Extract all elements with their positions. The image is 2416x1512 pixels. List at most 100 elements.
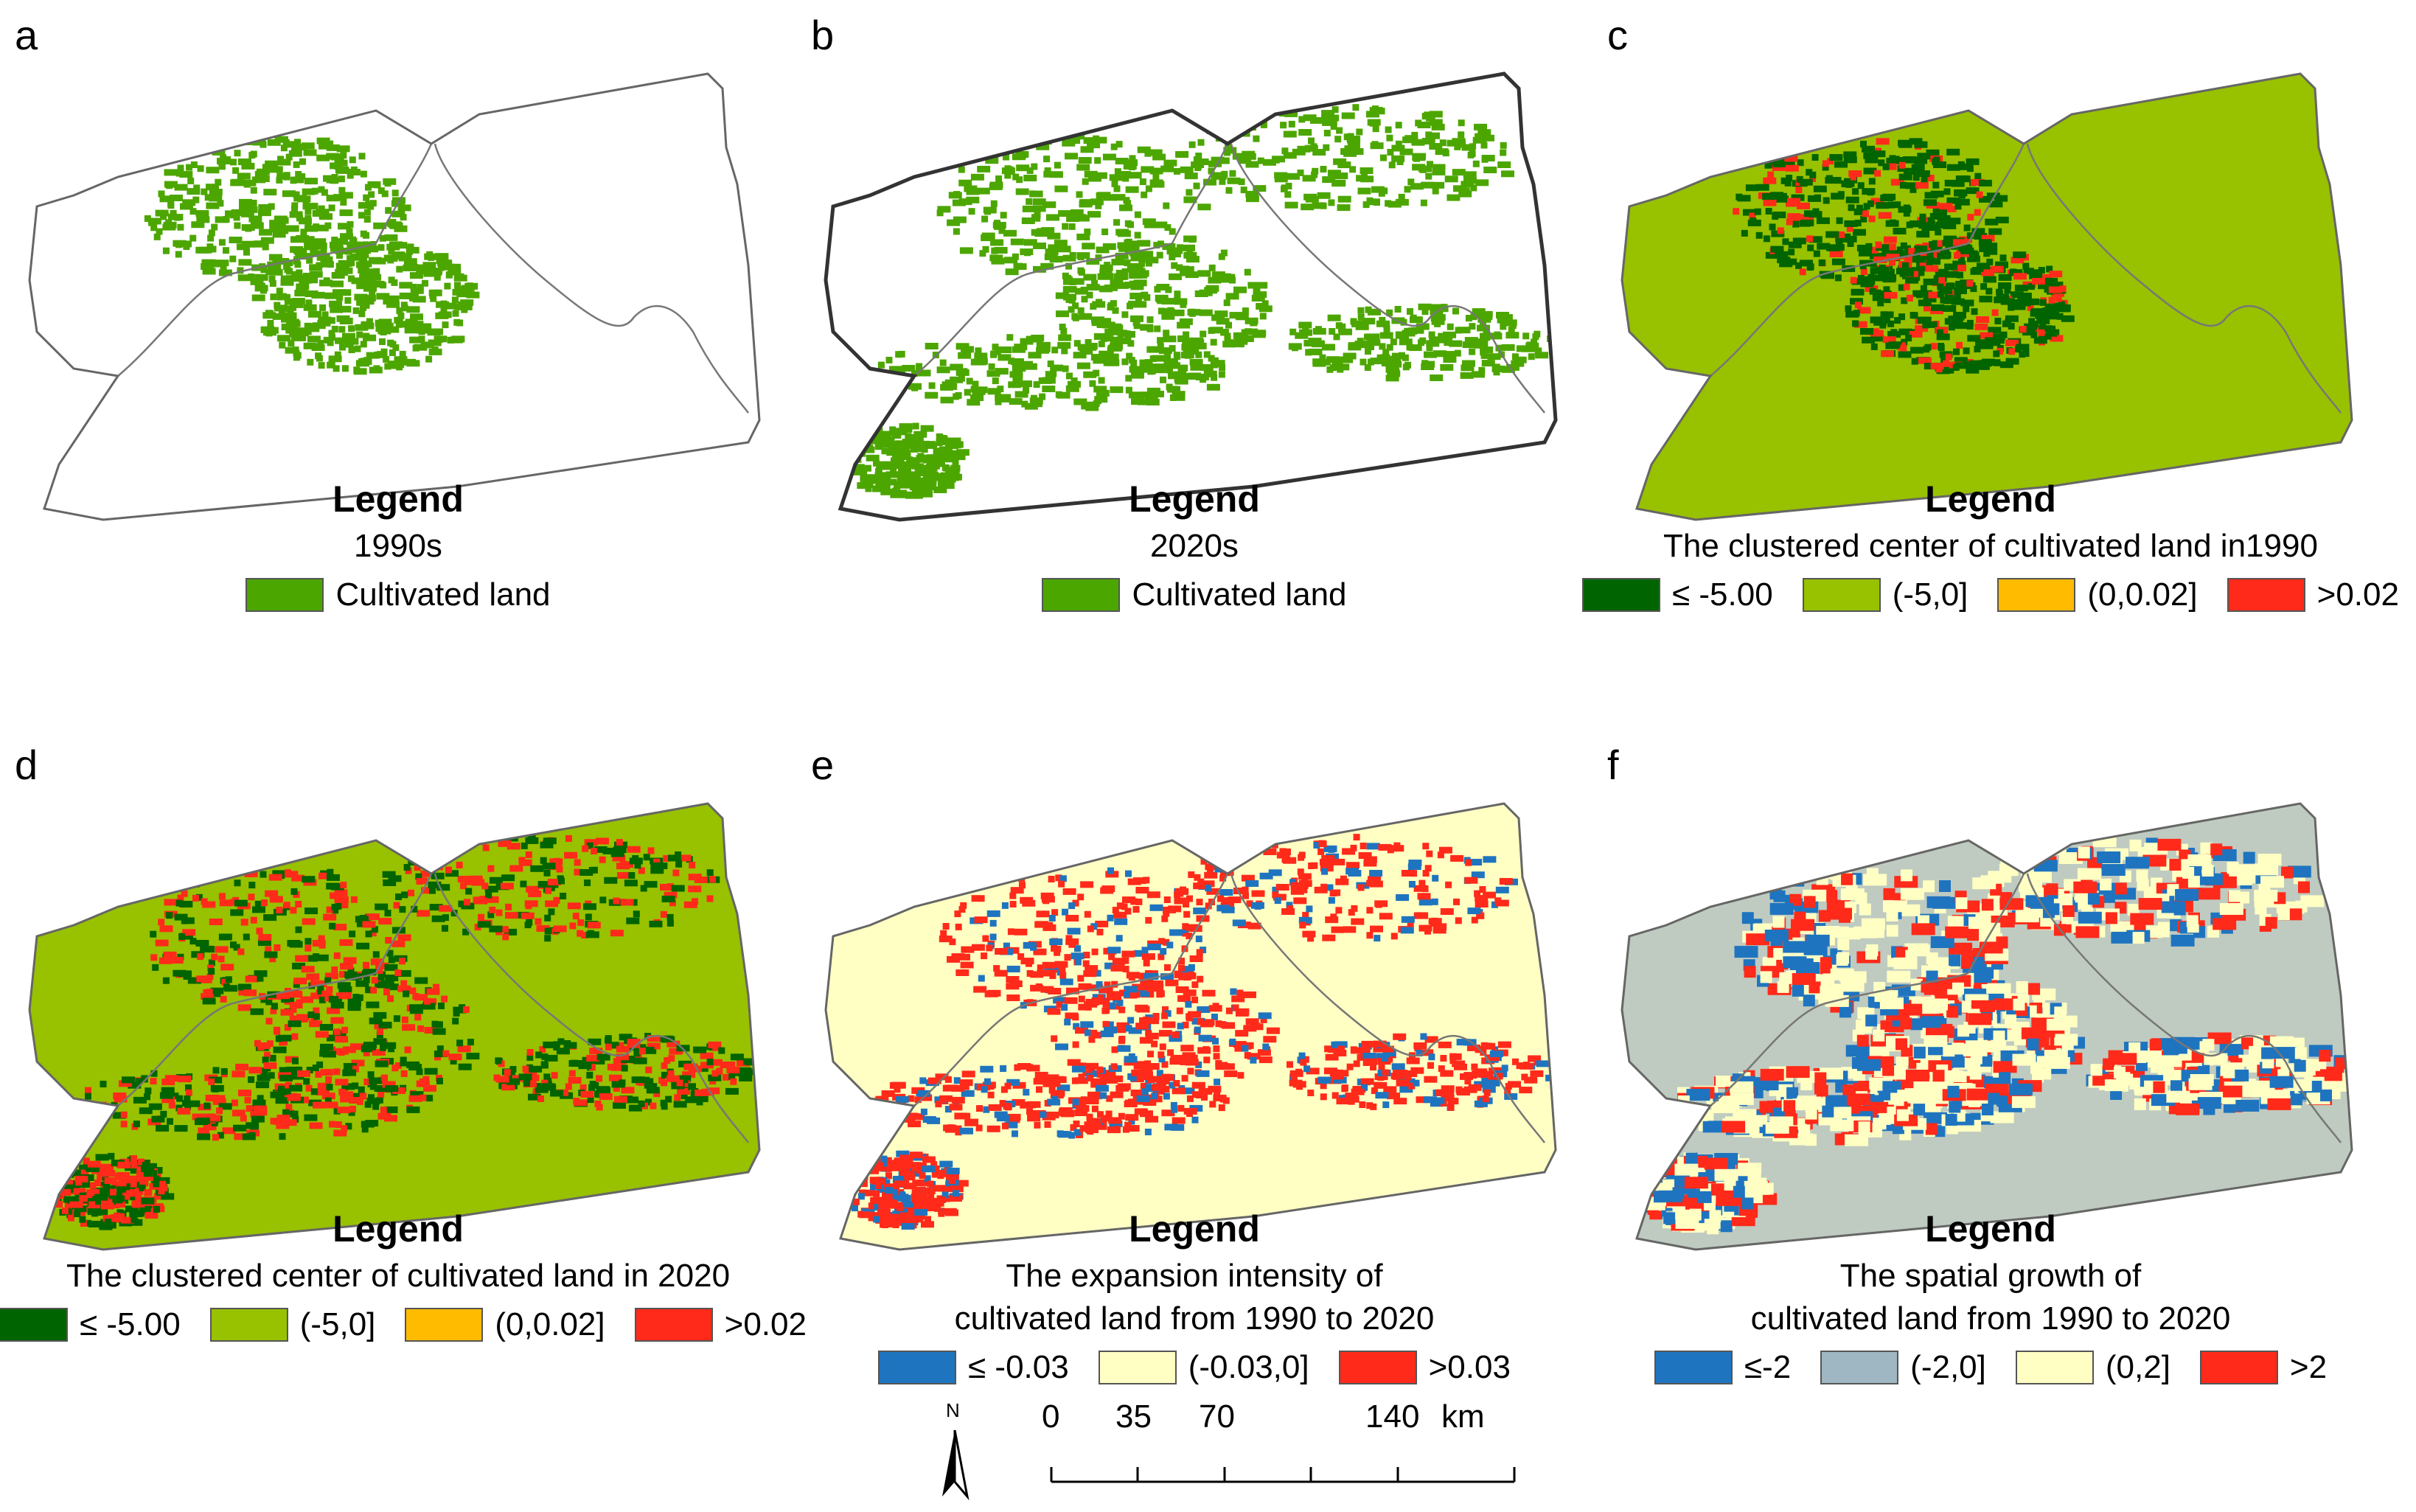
land-patch bbox=[320, 1043, 333, 1051]
land-patch bbox=[189, 234, 197, 242]
land-patch bbox=[263, 1062, 277, 1069]
land-patch bbox=[1146, 363, 1153, 371]
land-patch bbox=[420, 341, 434, 349]
land-patch bbox=[1372, 125, 1379, 133]
land-patch bbox=[526, 1053, 534, 1061]
land-patch bbox=[1322, 934, 1336, 941]
land-patch bbox=[1133, 950, 1147, 957]
land-patch bbox=[650, 867, 664, 874]
land-patch bbox=[102, 1170, 116, 1177]
land-patch bbox=[596, 837, 609, 845]
land-patch bbox=[1183, 331, 1190, 338]
land-patch bbox=[365, 245, 379, 253]
land-patch bbox=[592, 1081, 599, 1089]
land-patch bbox=[1097, 192, 1111, 199]
land-patch bbox=[371, 977, 378, 984]
land-patch bbox=[358, 153, 366, 160]
land-patch bbox=[1846, 225, 1853, 232]
land-patch bbox=[450, 268, 458, 276]
land-patch bbox=[1957, 313, 1965, 321]
map-a bbox=[28, 72, 761, 521]
land-patch bbox=[292, 962, 306, 969]
land-patch bbox=[1283, 152, 1297, 159]
land-patch bbox=[1475, 901, 1489, 907]
land-patch bbox=[1086, 291, 1093, 299]
land-patch bbox=[1086, 284, 1100, 291]
land-patch bbox=[967, 399, 981, 406]
land-patch bbox=[1127, 1017, 1135, 1024]
land-patch bbox=[1966, 187, 1980, 195]
map-b bbox=[824, 72, 1558, 522]
land-patch bbox=[1106, 1095, 1113, 1102]
land-patch bbox=[1116, 999, 1124, 1006]
land-patch bbox=[1186, 246, 1194, 254]
land-patch bbox=[392, 344, 400, 352]
land-patch bbox=[305, 299, 313, 307]
land-patch bbox=[383, 254, 397, 262]
land-patch bbox=[1113, 219, 1121, 226]
land-patch bbox=[466, 291, 480, 299]
land-patch bbox=[378, 918, 392, 925]
land-patch bbox=[330, 153, 344, 161]
land-patch bbox=[1121, 950, 1135, 958]
land-patch bbox=[544, 914, 551, 922]
land-patch bbox=[1480, 352, 1488, 359]
land-patch bbox=[1847, 240, 1854, 247]
land-patch bbox=[905, 425, 913, 433]
land-patch bbox=[1220, 329, 1228, 336]
land-patch bbox=[1111, 259, 1125, 265]
land-patch bbox=[1091, 1105, 1099, 1112]
land-patch bbox=[1218, 253, 1225, 260]
land-patch bbox=[293, 349, 300, 357]
land-patch bbox=[280, 275, 288, 282]
land-patch bbox=[1859, 259, 1873, 267]
land-patch bbox=[1101, 229, 1109, 235]
land-patch bbox=[333, 1107, 341, 1115]
land-patch bbox=[280, 144, 288, 152]
land-patch bbox=[276, 992, 290, 1000]
land-patch bbox=[1470, 313, 1477, 321]
land-patch bbox=[173, 969, 187, 977]
land-patch bbox=[1205, 370, 1213, 377]
land-patch bbox=[953, 393, 960, 400]
land-patch bbox=[1157, 297, 1164, 304]
land-patch bbox=[234, 222, 241, 229]
land-patch bbox=[269, 955, 276, 963]
land-patch bbox=[1180, 266, 1194, 274]
land-patch bbox=[333, 924, 347, 931]
land-patch bbox=[1027, 1115, 1041, 1122]
land-patch bbox=[1015, 262, 1023, 270]
land-patch bbox=[1225, 321, 1232, 329]
land-patch bbox=[1146, 346, 1160, 353]
land-patch bbox=[880, 463, 894, 470]
land-patch bbox=[1415, 119, 1422, 127]
land-patch bbox=[1860, 215, 1867, 223]
land-patch bbox=[1327, 170, 1341, 177]
land-patch bbox=[197, 953, 204, 961]
land-patch bbox=[177, 164, 184, 172]
land-patch bbox=[281, 996, 295, 1003]
land-patch bbox=[1105, 269, 1113, 276]
land-patch bbox=[1890, 329, 1898, 336]
land-patch bbox=[274, 944, 281, 951]
land-patch bbox=[1799, 268, 1806, 276]
land-patch bbox=[100, 1081, 107, 1087]
land-patch bbox=[306, 325, 320, 332]
land-patch bbox=[1164, 1123, 1178, 1131]
land-patch bbox=[1777, 227, 1784, 234]
land-patch bbox=[1180, 966, 1194, 973]
land-patch bbox=[89, 1182, 97, 1189]
land-patch bbox=[1307, 935, 1315, 942]
land-patch bbox=[178, 1076, 192, 1083]
land-patch bbox=[1951, 180, 1965, 187]
land-patch bbox=[1134, 211, 1141, 218]
land-patch bbox=[1129, 331, 1135, 338]
land-patch bbox=[1169, 273, 1182, 280]
land-patch bbox=[1999, 361, 2013, 369]
land-patch bbox=[1042, 201, 1056, 209]
legend-subtitle: 2020s bbox=[1150, 528, 1239, 564]
land-patch bbox=[1180, 352, 1194, 359]
land-patch bbox=[428, 254, 435, 261]
land-patch bbox=[102, 1215, 116, 1222]
land-patch bbox=[277, 158, 291, 166]
